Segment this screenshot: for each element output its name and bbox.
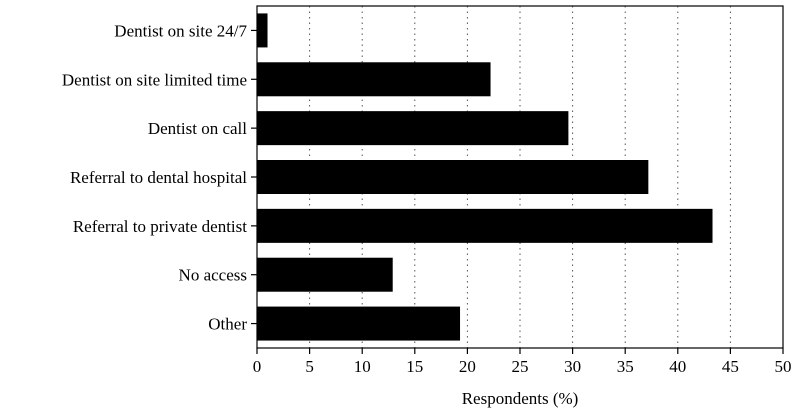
bar xyxy=(257,306,461,341)
x-tick-label: 15 xyxy=(406,357,423,376)
x-tick-label: 20 xyxy=(459,357,476,376)
x-tick-label: 10 xyxy=(354,357,371,376)
x-tick-label: 0 xyxy=(253,357,262,376)
bar xyxy=(257,160,649,194)
y-category-label: Referral to private dentist xyxy=(73,217,247,236)
x-tick-label: 40 xyxy=(669,357,686,376)
bar xyxy=(257,111,569,146)
x-tick-label: 50 xyxy=(775,357,792,376)
bar xyxy=(257,13,268,48)
y-category-label: Dentist on site limited time xyxy=(62,70,247,89)
bar xyxy=(257,62,491,97)
bars xyxy=(257,13,713,341)
x-axis-ticks: 0 5 10 15 20 25 30 35 40 45 50 xyxy=(253,348,792,376)
x-tick-label: 30 xyxy=(564,357,581,376)
bar xyxy=(257,257,393,292)
bar xyxy=(257,208,713,243)
y-axis-ticks: Dentist on site 24/7 Dentist on site limi… xyxy=(62,21,257,334)
y-category-label: Dentist on site 24/7 xyxy=(114,21,247,40)
y-category-label: Dentist on call xyxy=(148,119,247,138)
x-tick-label: 35 xyxy=(617,357,634,376)
x-tick-label: 25 xyxy=(512,357,529,376)
y-category-label: Referral to dental hospital xyxy=(70,168,247,187)
y-category-label: Other xyxy=(208,315,247,334)
x-tick-label: 45 xyxy=(722,357,739,376)
x-axis-title: Respondents (%) xyxy=(462,389,579,408)
y-category-label: No access xyxy=(179,266,247,285)
x-tick-label: 5 xyxy=(305,357,314,376)
